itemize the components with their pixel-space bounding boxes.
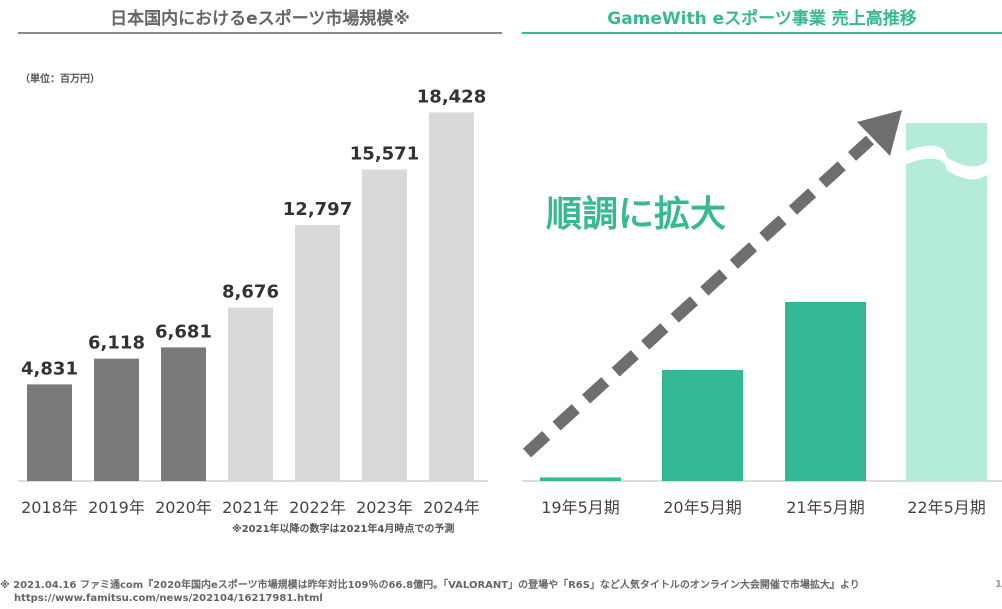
unit-label: （単位：百万円） xyxy=(20,74,100,85)
forecast-note: ※2021年以降の数字は2021年4月時点での予測 xyxy=(232,524,455,535)
page-number: 1 xyxy=(995,579,1002,590)
projected-bar-break xyxy=(904,145,989,180)
left-category-label-0: 2018年 xyxy=(21,498,78,517)
left-value-label-0: 4,831 xyxy=(21,358,78,379)
right-bar-3 xyxy=(906,123,987,481)
left-category-label-6: 2024年 xyxy=(423,498,480,517)
left-value-label-6: 18,428 xyxy=(417,86,486,107)
left-value-label-1: 6,118 xyxy=(88,333,145,354)
left-category-label-3: 2021年 xyxy=(222,498,279,517)
right-chart-title: GameWith eスポーツ事業 売上高推移 xyxy=(522,6,1002,34)
footer: ※ 2021.04.16 ファミ通com『2020年国内eスポーツ市場規模は昨年… xyxy=(0,579,860,605)
left-category-label-2: 2020年 xyxy=(155,498,212,517)
left-category-label-4: 2022年 xyxy=(289,498,346,517)
footer-source: ※ 2021.04.16 ファミ通com『2020年国内eスポーツ市場規模は昨年… xyxy=(0,580,860,591)
right-category-label-1: 20年5月期 xyxy=(663,498,742,517)
left-bar-2 xyxy=(161,347,206,481)
right-bar-0 xyxy=(540,477,621,481)
left-category-label-5: 2023年 xyxy=(356,498,413,517)
left-bar-0 xyxy=(27,384,72,481)
left-bar-5 xyxy=(362,169,407,481)
left-bar-1 xyxy=(94,358,139,481)
right-bar-2 xyxy=(785,302,866,481)
left-value-label-3: 8,676 xyxy=(222,281,279,302)
trend-arrow-head xyxy=(857,110,902,156)
right-bar-1 xyxy=(662,370,743,481)
left-value-label-5: 15,571 xyxy=(350,144,419,165)
left-value-label-4: 12,797 xyxy=(283,199,352,220)
right-category-label-2: 21年5月期 xyxy=(786,498,865,517)
left-value-label-2: 6,681 xyxy=(155,321,212,342)
left-category-label-1: 2019年 xyxy=(88,498,145,517)
right-category-label-3: 22年5月期 xyxy=(907,498,986,517)
footer-url[interactable]: https://www.famitsu.com/news/202104/1621… xyxy=(14,593,323,604)
right-category-label-0: 19年5月期 xyxy=(541,498,620,517)
growth-annotation: 順調に拡大 xyxy=(546,194,726,235)
left-bar-4 xyxy=(295,225,340,481)
left-bar-6 xyxy=(429,112,474,481)
left-bar-3 xyxy=(228,307,273,481)
left-chart-title: 日本国内におけるeスポーツ市場規模※ xyxy=(18,6,502,34)
